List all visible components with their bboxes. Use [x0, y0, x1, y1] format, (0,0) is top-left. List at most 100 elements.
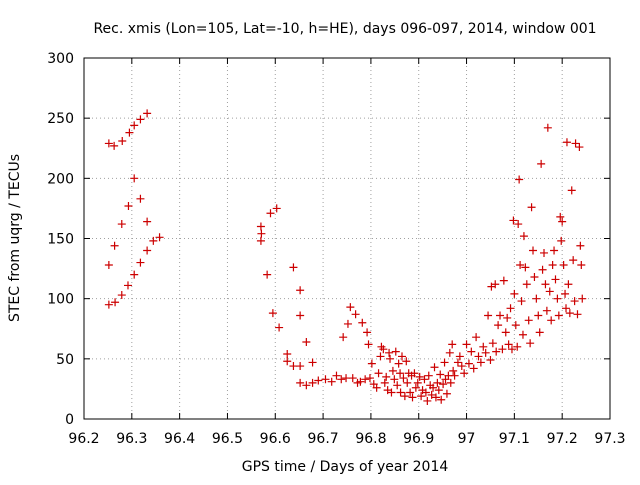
data-point: [535, 328, 544, 337]
data-point: [436, 370, 445, 379]
data-point: [155, 233, 164, 242]
data-point: [571, 139, 580, 148]
data-point: [110, 141, 119, 150]
data-point: [503, 313, 512, 322]
y-tick-label: 100: [47, 292, 74, 308]
x-tick-label: 96.4: [164, 431, 195, 447]
data-point: [117, 291, 126, 300]
data-point: [562, 304, 571, 313]
data-point: [486, 356, 495, 365]
data-point: [567, 186, 576, 195]
data-point: [374, 369, 383, 378]
data-point: [396, 388, 405, 397]
data-point: [268, 309, 277, 318]
data-point: [346, 303, 355, 312]
data-point: [289, 362, 298, 371]
data-point: [575, 143, 584, 152]
data-point: [534, 311, 543, 320]
data-point: [550, 246, 559, 255]
data-point: [506, 304, 515, 313]
data-point: [457, 362, 466, 371]
data-point: [393, 381, 402, 390]
data-point: [143, 217, 152, 226]
data-point: [542, 306, 551, 315]
data-point: [556, 212, 565, 221]
data-point: [423, 396, 432, 405]
data-point: [518, 330, 527, 339]
data-point: [469, 364, 478, 373]
data-point: [396, 369, 405, 378]
data-point: [499, 276, 508, 285]
data-point: [296, 362, 305, 371]
y-tick-label: 250: [47, 111, 74, 127]
data-point: [110, 241, 119, 250]
x-tick-label: 96.2: [68, 431, 99, 447]
data-point: [104, 260, 113, 269]
data-point: [385, 348, 394, 357]
data-point: [111, 298, 120, 307]
data-point: [578, 294, 587, 303]
data-point: [517, 297, 526, 306]
data-point: [308, 358, 317, 367]
data-points: [104, 109, 587, 405]
data-point: [448, 340, 457, 349]
data-point: [494, 321, 503, 330]
data-point: [513, 342, 522, 351]
chart-title: Rec. xmis (Lon=105, Lat=-10, h=HE), days…: [93, 21, 596, 37]
data-point: [484, 311, 493, 320]
data-point: [257, 229, 266, 238]
data-point: [406, 388, 415, 397]
data-point: [358, 318, 367, 327]
data-point: [399, 374, 408, 383]
data-point: [130, 121, 139, 130]
data-point: [124, 202, 133, 211]
data-point: [440, 358, 449, 367]
data-point: [314, 376, 323, 385]
data-point: [498, 345, 507, 354]
data-point: [391, 347, 400, 356]
data-point: [492, 347, 501, 356]
data-point: [136, 258, 145, 267]
data-point: [558, 217, 567, 226]
x-tick-label: 97.3: [594, 431, 625, 447]
data-point: [283, 357, 292, 366]
data-point: [123, 281, 132, 290]
data-point: [364, 340, 373, 349]
data-point: [429, 383, 438, 392]
data-point: [479, 342, 488, 351]
data-point: [476, 358, 485, 367]
data-point: [424, 371, 433, 380]
data-point: [564, 280, 573, 289]
data-point: [554, 311, 563, 320]
data-point: [296, 311, 305, 320]
data-point: [421, 388, 430, 397]
data-point: [283, 350, 292, 359]
data-point: [450, 371, 459, 380]
data-point: [437, 395, 446, 404]
x-tick-label: 96.9: [403, 431, 434, 447]
data-point: [514, 220, 523, 229]
data-point: [526, 339, 535, 348]
data-point: [143, 109, 152, 118]
data-point: [272, 204, 281, 213]
data-point: [104, 300, 113, 309]
data-point: [413, 378, 422, 387]
data-point: [372, 383, 381, 392]
data-point: [136, 194, 145, 203]
data-point: [420, 375, 429, 384]
data-point: [402, 357, 411, 366]
data-point: [430, 363, 439, 372]
data-point: [382, 372, 391, 381]
data-point: [467, 347, 476, 356]
data-point: [427, 390, 436, 399]
data-point: [553, 294, 562, 303]
data-point: [256, 236, 265, 245]
data-point: [509, 216, 518, 225]
data-point: [302, 337, 311, 346]
data-point: [143, 246, 152, 255]
data-point: [515, 175, 524, 184]
data-point: [130, 174, 139, 183]
data-point: [446, 378, 455, 387]
